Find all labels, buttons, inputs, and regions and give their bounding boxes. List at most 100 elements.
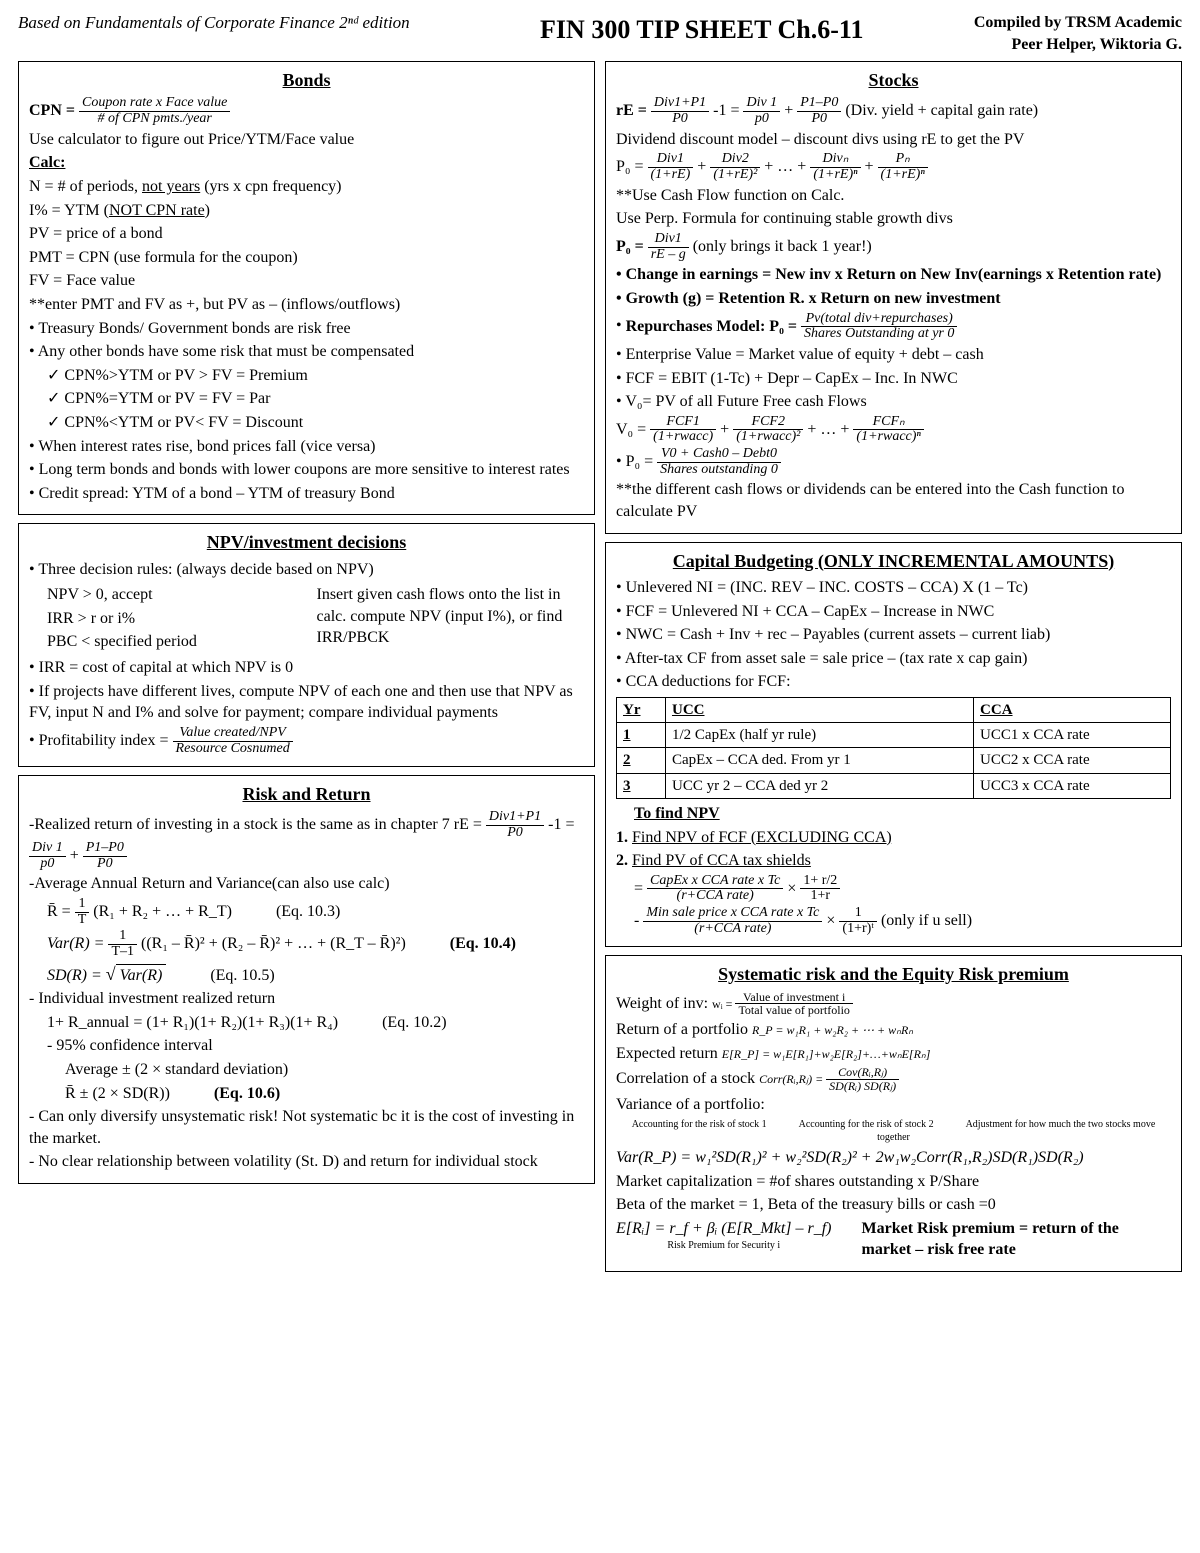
cca-header-row: Yr UCC CCA [617, 697, 1171, 722]
npv-title: NPV/investment decisions [29, 530, 584, 554]
npv-r1: NPV > 0, accept [29, 584, 297, 606]
capbud-box: Capital Budgeting (ONLY INCREMENTAL AMOU… [605, 542, 1182, 948]
right-column: Stocks rE = Div1+P1P0 -1 = Div 1p0 + P1–… [605, 61, 1182, 1272]
stocks-p0: P₀ = Div1(1+rE) + Div2(1+rE)² + … + Divₙ… [616, 152, 1171, 182]
stocks-title: Stocks [616, 68, 1171, 92]
cca-row3: 3 UCC yr 2 – CCA ded yr 2 UCC3 x CCA rat… [617, 773, 1171, 798]
risk-l3: Individual investment realized return [29, 988, 584, 1010]
stocks-p0f: P₀ = V0 + Cash0 – Debt0Shares outstandin… [616, 447, 1171, 477]
bonds-b3: When interest rates rise, bond prices fa… [29, 436, 584, 458]
calc-pmt: PMT = CPN (use formula for the coupon) [29, 247, 584, 269]
stocks-b2: Growth (g) = Retention R. x Return on ne… [616, 288, 1171, 310]
bonds-b2: Any other bonds have some risk that must… [29, 341, 584, 363]
eq105: SD(R) = Var(R) (Eq. 10.5) [29, 962, 584, 987]
calc-iy: I% = YTM (NOT CPN rate) [29, 200, 584, 222]
stocks-b3: Repurchases Model: P₀ = Pv(total div+rep… [616, 312, 1171, 342]
npv-box: NPV/investment decisions Three decision … [18, 523, 595, 767]
cca-h3: CCA [974, 697, 1171, 722]
sys-l3: Expected return E[R_P] = w₁E[R₁]+w₂E[R₂]… [616, 1043, 1171, 1065]
stocks-ddm: Dividend discount model – discount divs … [616, 129, 1171, 151]
sys-l8: E[Rᵢ] = r_f + βᵢ (E[R_Mkt] – r_f) Risk P… [616, 1218, 1171, 1261]
cca-h2: UCC [665, 697, 973, 722]
bonds-c1: CPN%>YTM or PV > FV = Premium [29, 365, 584, 387]
risk-l1: -Realized return of investing in a stock… [29, 810, 584, 871]
calc-note: **enter PMT and FV as +, but PV as – (in… [29, 294, 584, 316]
bonds-c2: CPN%=YTM or PV = FV = Par [29, 388, 584, 410]
risk-l6: No clear relationship between volatility… [29, 1151, 584, 1173]
npv-r2: IRR > r or i% [29, 608, 297, 630]
stocks-b4: Enterprise Value = Market value of equit… [616, 344, 1171, 366]
sys-title: Systematic risk and the Equity Risk prem… [616, 962, 1171, 986]
header-right-line2: Peer Helper, Wiktoria G. [974, 34, 1182, 56]
eq102: 1+ R_annual = (1+ R₁)(1+ R₂)(1+ R₃)(1+ R… [29, 1012, 584, 1034]
eq103: R̄ = 1T (R₁ + R₂ + … + R_T) (Eq. 10.3) [29, 897, 584, 927]
bonds-title: Bonds [29, 68, 584, 92]
cca-h1: Yr [617, 697, 666, 722]
capbud-b1: Unlevered NI = (INC. REV – INC. COSTS – … [616, 577, 1171, 599]
stocks-note1: **Use Cash Flow function on Calc. [616, 185, 1171, 207]
sys-l2: Return of a portfolio R_P = w₁R₁ + w₂R₂ … [616, 1019, 1171, 1041]
npv-b1: Three decision rules: (always decide bas… [29, 559, 584, 581]
sys-l4: Correlation of a stock Corr(Rᵢ,Rⱼ) = Cov… [616, 1066, 1171, 1092]
calc-n: N = # of periods, not years (yrs x cpn f… [29, 176, 584, 198]
sys-l8-note: Market Risk premium = return of the mark… [862, 1218, 1122, 1261]
risk-l2: -Average Annual Return and Variance(can … [29, 873, 584, 895]
stocks-v0: V₀ = FCF1(1+rwacc) + FCF2(1+rwacc)² + … … [616, 415, 1171, 445]
capbud-title: Capital Budgeting (ONLY INCREMENTAL AMOU… [616, 549, 1171, 573]
header-right-line1: Compiled by TRSM Academic [974, 12, 1182, 34]
capbud-b3: NWC = Cash + Inv + rec – Payables (curre… [616, 624, 1171, 646]
header-right: Compiled by TRSM Academic Peer Helper, W… [974, 12, 1182, 55]
sys-l5eq: Var(R_P) = w₁²SD(R₁)² + w₂²SD(R₂)² + 2w₁… [616, 1147, 1171, 1169]
capbud-eq1: = CapEx x CCA rate x Tc(r+CCA rate) × 1+… [616, 874, 1171, 904]
npv-r3: PBC < specified period [29, 631, 297, 653]
header-left: Based on Fundamentals of Corporate Finan… [18, 12, 410, 35]
capbud-eq2: - Min sale price x CCA rate x Tc(r+CCA r… [616, 906, 1171, 936]
cpn-den: # of CPN pmts./year [79, 112, 230, 127]
stocks-note2: **the different cash flows or dividends … [616, 479, 1171, 522]
cca-row1: 1 1/2 CapEx (half yr rule) UCC1 x CCA ra… [617, 723, 1171, 748]
sys-l8-ann: Risk Premium for Security i [616, 1239, 832, 1253]
calc-fv: FV = Face value [29, 270, 584, 292]
stocks-b1: Change in earnings = New inv x Return on… [616, 264, 1171, 286]
npv-side: Insert given cash flows onto the list in… [317, 584, 585, 653]
cca-row2: 2 CapEx – CCA ded. From yr 1 UCC2 x CCA … [617, 748, 1171, 773]
cpn-num: Coupon rate x Face value [79, 96, 230, 112]
bonds-b4: Long term bonds and bonds with lower cou… [29, 459, 584, 481]
capbud-b2: FCF = Unlevered NI + CCA – CapEx – Incre… [616, 601, 1171, 623]
risk-l5: Can only diversify unsystematic risk! No… [29, 1106, 584, 1149]
npv-b3: If projects have different lives, comput… [29, 681, 584, 724]
npv-b4: Profitability index = Value created/NPVR… [29, 726, 584, 756]
bonds-b5: Credit spread: YTM of a bond – YTM of tr… [29, 483, 584, 505]
bonds-b1: Treasury Bonds/ Government bonds are ris… [29, 318, 584, 340]
stocks-perp: Use Perp. Formula for continuing stable … [616, 208, 1171, 230]
stocks-b5: FCF = EBIT (1-Tc) + Depr – CapEx – Inc. … [616, 368, 1171, 390]
stocks-b6: V₀= PV of all Future Free cash Flows [616, 391, 1171, 413]
sys-ann: Accounting for the risk of stock 1 Accou… [616, 1118, 1171, 1145]
tofind: To find NPV [616, 803, 1171, 825]
risk-box: Risk and Return -Realized return of inve… [18, 775, 595, 1184]
sys-box: Systematic risk and the Equity Risk prem… [605, 955, 1182, 1271]
sys-l1: Weight of inv: wᵢ = Value of investment … [616, 991, 1171, 1017]
cpn-label: CPN = [29, 102, 79, 119]
npv-b2: IRR = cost of capital at which NPV is 0 [29, 657, 584, 679]
capbud-b4: After-tax CF from asset sale = sale pric… [616, 648, 1171, 670]
stocks-perp-eq: P₀ = Div1rE – g (only brings it back 1 y… [616, 232, 1171, 262]
capbud-s2: 2. Find PV of CCA tax shields [616, 850, 1171, 872]
sys-l7: Beta of the market = 1, Beta of the trea… [616, 1194, 1171, 1216]
left-column: Bonds CPN = Coupon rate x Face value# of… [18, 61, 595, 1272]
page-header: Based on Fundamentals of Corporate Finan… [18, 12, 1182, 55]
capbud-s1: 1. Find NPV of FCF (EXCLUDING CCA) [616, 827, 1171, 849]
eq106: R̄ ± (2 × SD(R)) (Eq. 10.6) [29, 1083, 584, 1105]
capbud-b5: CCA deductions for FCF: [616, 671, 1171, 693]
calc-intro: Use calculator to figure out Price/YTM/F… [29, 129, 584, 151]
cca-table: Yr UCC CCA 1 1/2 CapEx (half yr rule) UC… [616, 697, 1171, 799]
calc-pv: PV = price of a bond [29, 223, 584, 245]
stocks-box: Stocks rE = Div1+P1P0 -1 = Div 1p0 + P1–… [605, 61, 1182, 533]
main-columns: Bonds CPN = Coupon rate x Face value# of… [18, 61, 1182, 1272]
sys-l5: Variance of a portfolio: [616, 1094, 1171, 1116]
risk-l4: 95% confidence interval [29, 1035, 584, 1057]
risk-l4b: Average ± (2 × standard deviation) [29, 1059, 584, 1081]
sys-l8-eq: E[Rᵢ] = r_f + βᵢ (E[R_Mkt] – r_f) [616, 1218, 832, 1240]
sys-l6: Market capitalization = #of shares outst… [616, 1171, 1171, 1193]
bonds-box: Bonds CPN = Coupon rate x Face value# of… [18, 61, 595, 515]
